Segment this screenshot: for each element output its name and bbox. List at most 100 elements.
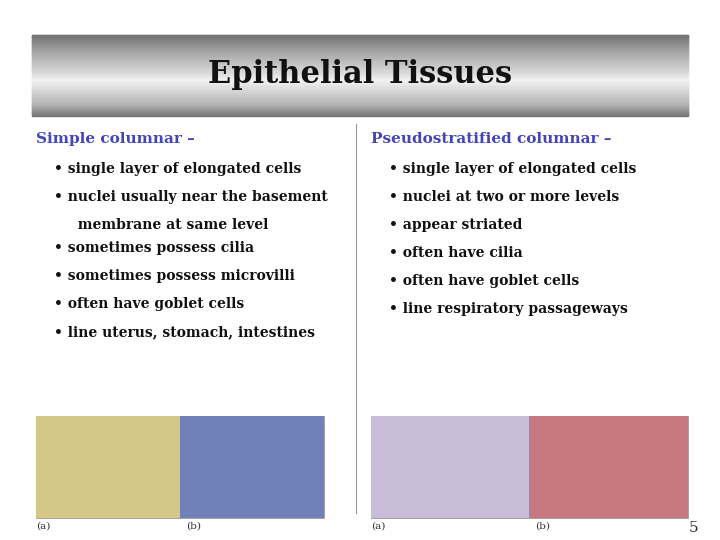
Bar [32,76,688,77]
Bar [32,96,688,97]
Bar [32,60,688,61]
Bar [32,48,688,49]
Bar [32,68,688,69]
Text: • appear striated: • appear striated [389,218,522,232]
Text: • line uterus, stomach, intestines: • line uterus, stomach, intestines [54,325,315,339]
Text: • nuclei at two or more levels: • nuclei at two or more levels [389,190,619,204]
Bar [32,105,688,106]
Bar [32,53,688,55]
Bar [32,39,688,40]
Bar [32,85,688,87]
Bar [371,416,529,518]
Bar [32,36,688,37]
Bar [32,45,688,46]
Bar [32,56,688,58]
Bar [32,115,688,116]
Text: Epithelial Tissues: Epithelial Tissues [208,59,512,90]
Bar [32,77,688,79]
Bar [32,91,688,93]
Bar [32,92,688,93]
Bar [32,89,688,90]
Bar [32,71,688,72]
Bar [32,46,688,47]
Bar [32,110,688,111]
Bar [32,79,688,80]
Bar [529,416,688,518]
Bar [32,100,688,102]
Bar [32,38,688,39]
Bar [32,103,688,104]
Text: membrane at same level: membrane at same level [68,218,269,232]
Bar [32,42,688,43]
Bar [32,78,688,79]
Bar [32,82,688,83]
Bar [32,109,688,111]
Bar [32,111,688,112]
Bar [32,63,688,64]
Bar [32,88,688,89]
Bar [36,416,180,518]
Bar [32,44,688,45]
Bar [32,80,688,81]
Bar [32,69,688,70]
Bar [32,80,688,82]
Bar [32,102,688,103]
Bar [32,107,688,108]
Bar [32,58,688,59]
Text: (a): (a) [371,521,385,530]
Bar [371,416,688,518]
Text: • sometimes possess cilia: • sometimes possess cilia [54,241,254,255]
Bar [32,90,688,92]
Text: (a): (a) [36,521,50,530]
Text: • often have cilia: • often have cilia [389,246,523,260]
Text: (b): (b) [536,521,551,530]
Bar [32,90,688,91]
Bar [32,54,688,55]
Bar [32,47,688,48]
Bar [32,84,688,85]
Bar [32,44,688,45]
Bar [32,66,688,68]
Bar [32,55,688,56]
Text: • single layer of elongated cells: • single layer of elongated cells [389,162,636,176]
Bar [32,97,688,98]
Bar [32,86,688,87]
Text: • line respiratory passageways: • line respiratory passageways [389,302,628,316]
Bar [180,416,324,518]
Bar [32,60,688,62]
Bar [32,83,688,84]
Text: Simple columnar –: Simple columnar – [36,132,195,146]
Bar [32,40,688,42]
Bar [32,49,688,50]
Bar [32,98,688,100]
Bar [32,59,688,60]
Bar [32,37,688,38]
Bar [32,65,688,66]
Bar [32,72,688,73]
Text: • often have goblet cells: • often have goblet cells [54,297,244,311]
Bar [32,106,688,107]
Bar [32,35,688,36]
Bar [32,43,688,44]
Text: • sometimes possess microvilli: • sometimes possess microvilli [54,269,295,283]
Bar [32,101,688,102]
Bar [32,62,688,63]
Bar [32,85,688,86]
Bar [32,64,688,65]
Bar [32,73,688,74]
Bar [32,62,688,63]
Bar [36,416,324,518]
Text: (b): (b) [186,521,201,530]
Bar [32,51,688,52]
Bar [32,112,688,114]
Bar [32,104,688,106]
Bar [32,39,688,40]
Bar [32,82,688,84]
Bar [32,70,688,71]
Bar [32,87,688,89]
Bar [32,95,688,97]
Bar [32,77,688,78]
Text: • nuclei usually near the basement: • nuclei usually near the basement [54,190,328,204]
Bar [32,113,688,114]
Bar [32,70,688,71]
